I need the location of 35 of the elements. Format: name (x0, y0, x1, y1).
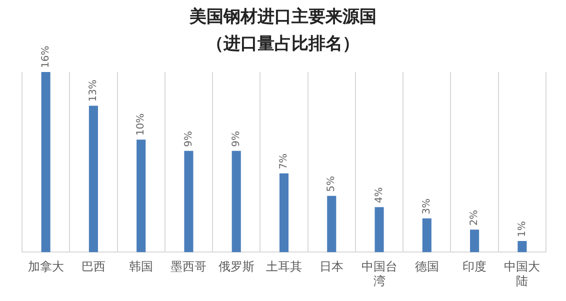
x-tick-label: 中国大陆 (504, 260, 540, 288)
bar (88, 106, 98, 252)
bar (422, 218, 432, 252)
chart-subtitle: （进口量占比排名） (206, 34, 360, 54)
data-label: 10% (136, 113, 147, 136)
bar (327, 196, 336, 252)
bar (279, 173, 289, 252)
x-tick-label: 印度 (462, 260, 487, 274)
x-tick-label: 墨西哥 (170, 260, 207, 274)
bar (232, 150, 241, 252)
bar (470, 230, 480, 252)
data-label: 2% (469, 210, 480, 226)
x-tick-label: 加拿大 (28, 260, 64, 274)
bar (136, 140, 146, 252)
x-tick-label: 巴西 (81, 260, 106, 274)
data-label: 9% (183, 130, 194, 147)
data-label: 5% (326, 176, 338, 192)
x-tick-label: 德国 (414, 260, 439, 274)
data-label: 16% (40, 46, 52, 68)
bar (518, 240, 527, 252)
data-label: 9% (230, 130, 242, 147)
data-label: 13% (88, 80, 100, 102)
bar (374, 207, 384, 252)
chart-title: 美国钢材进口主要来源国 (188, 6, 378, 29)
x-tick-label: 韩国 (129, 260, 154, 274)
data-label: 1% (516, 221, 528, 237)
x-tick-label: 中国台湾 (361, 260, 398, 288)
x-tick-label: 土耳其 (266, 260, 302, 274)
data-label: 4% (374, 187, 385, 204)
x-tick-label: 俄罗斯 (218, 260, 254, 274)
data-label: 7% (278, 153, 290, 170)
bar (41, 72, 50, 252)
data-label: 3% (422, 198, 433, 214)
bar (184, 150, 194, 252)
x-tick-label: 日本 (320, 260, 344, 274)
